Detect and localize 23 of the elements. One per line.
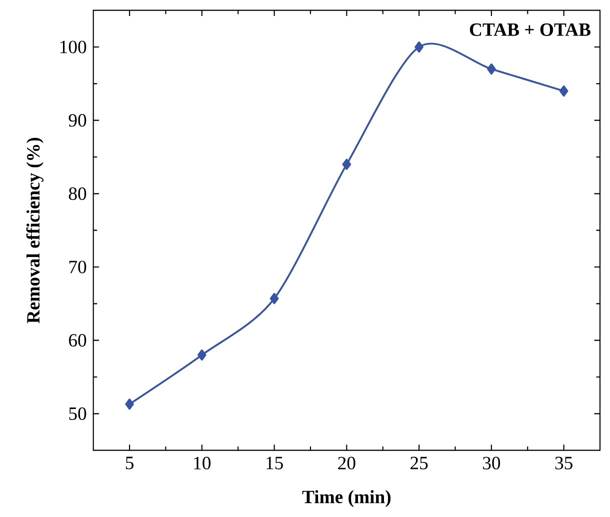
x-axis-title: Time (min)	[302, 490, 391, 508]
point	[125, 398, 134, 410]
point	[342, 158, 352, 170]
point	[486, 63, 496, 75]
x-tick-label: 25	[410, 456, 428, 470]
x-tick-label: 20	[338, 456, 356, 470]
y-tick-label: 90	[68, 114, 86, 127]
y-tick-label: 70	[69, 260, 86, 274]
y-tick-label: 80	[68, 187, 86, 200]
point	[414, 41, 424, 53]
y-tick-label: 100	[60, 40, 86, 54]
annotation: CTAB + OTAB	[470, 23, 590, 36]
x-tick-label: 35	[555, 456, 572, 470]
point	[270, 292, 279, 304]
x-tick-label: 10	[194, 456, 211, 470]
point	[197, 349, 206, 361]
y-axis-title: Removal efficiency (%)	[26, 138, 44, 324]
x-tick-label: 15	[266, 456, 283, 470]
y-tick-label: 60	[68, 334, 86, 347]
x-tick-label: 5	[126, 456, 134, 470]
y-tick-label: 50	[69, 407, 86, 420]
point	[559, 85, 568, 97]
x-tick-label: 30	[482, 456, 500, 470]
